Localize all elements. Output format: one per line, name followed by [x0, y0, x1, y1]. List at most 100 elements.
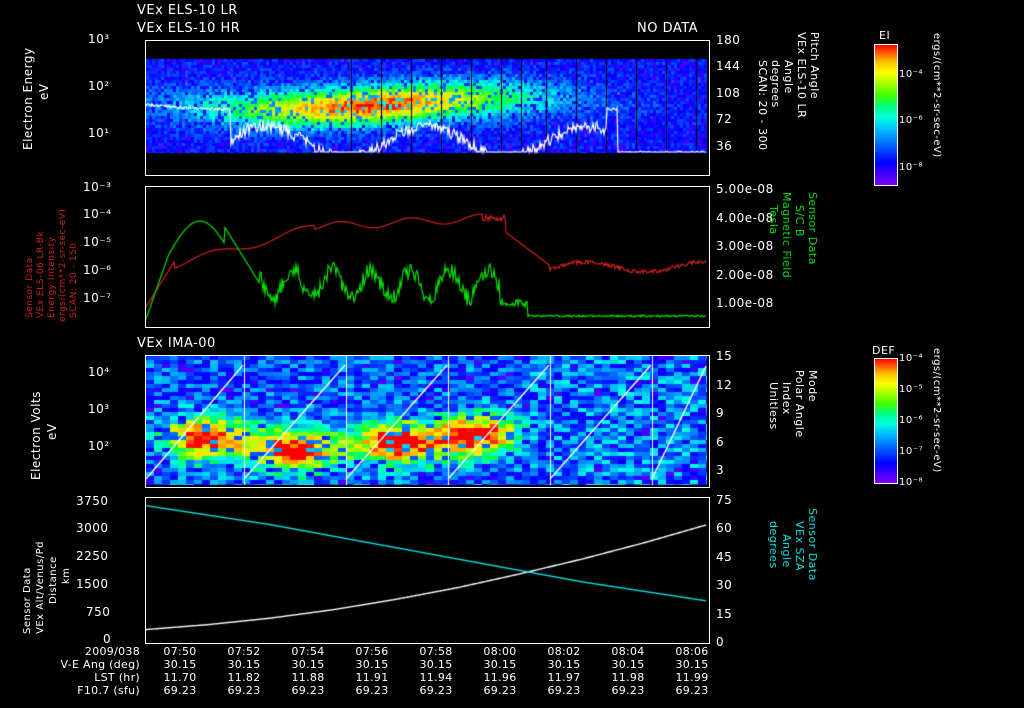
panel1-cb-tick-1: 10⁻⁶	[899, 115, 924, 126]
panel1-cb-tick-2: 10⁻⁸	[899, 162, 924, 173]
panel1-rlabel-1: VEx ELS-10 LR	[795, 32, 808, 119]
panel4-llabel-2: Distance	[48, 556, 59, 604]
panel4-rlabel-1: VEx SZA	[793, 521, 806, 572]
footer-cell: 07:56	[355, 645, 389, 658]
footer-cell: 69.23	[227, 684, 261, 697]
panel1-title-lr: VEx ELS-10 LR	[137, 3, 238, 18]
panel4-ytick-1: 3000	[76, 521, 109, 535]
panel1-rlabel-2: Angle	[782, 60, 795, 94]
footer-cell: 30.15	[355, 658, 389, 671]
panel1-rlabel-4: SCAN: 20 - 300	[756, 60, 769, 151]
panel2-rlabel-0: Sensor Data	[806, 192, 819, 265]
footer-cell: 69.23	[483, 684, 517, 697]
panel1-cb-tick-0: 10⁻⁴	[899, 69, 924, 80]
panel1-rtick-4: 36	[716, 139, 733, 153]
footer-cell: 69.23	[675, 684, 709, 697]
panel1-rtick-1: 144	[716, 59, 741, 73]
footer-row-label: V-E Ang (deg)	[60, 658, 140, 671]
panel1-ytick-1: 10²	[88, 79, 110, 93]
footer-cell: 69.23	[419, 684, 453, 697]
panel1-ylabel-line1: Electron Energy	[21, 47, 35, 150]
footer-cell: 08:02	[547, 645, 581, 658]
panel2-llabel-2: Energy Intensity	[47, 236, 57, 318]
footer-cell: 11.91	[355, 671, 389, 684]
footer-row-label: 2009/038	[84, 645, 140, 658]
panel2-plot-area[interactable]	[145, 186, 710, 328]
panel1-colorbar-unit: ergs/(cm**2-sr-sec-eV)	[931, 33, 942, 158]
panel4-rtick-2: 45	[716, 550, 733, 564]
panel4-rtick-3: 30	[716, 578, 733, 592]
panel2-rtick-3: 2.00e-08	[716, 268, 774, 282]
footer-cell: 30.15	[291, 658, 325, 671]
panel2-ytick-1: 10⁻⁴	[83, 207, 112, 221]
panel4-rtick-1: 60	[716, 521, 733, 535]
panel1-ytick-2: 10¹	[88, 126, 110, 140]
panel2-llabel-0: Sensor Data	[25, 257, 35, 318]
panel1-ylabel-line2: eV	[37, 83, 51, 100]
panel1-ytick-0: 10³	[88, 32, 110, 46]
panel3-cb-tick-3: 10⁻⁷	[899, 446, 924, 457]
panel2-rlabel-1: S/C B	[793, 205, 806, 237]
panel4-rtick-5: 0	[716, 635, 725, 649]
panel3-rlabel-2: Index	[780, 382, 793, 415]
footer-cell: 69.23	[291, 684, 325, 697]
panel3-rtick-3: 6	[716, 435, 725, 449]
panel4-plot-area[interactable]	[145, 497, 710, 644]
footer-cell: 11.70	[163, 671, 197, 684]
panel3-title: VEx IMA-00	[137, 336, 216, 351]
footer-cell: 30.15	[675, 658, 709, 671]
footer-cell: 69.23	[547, 684, 581, 697]
panel3-cb-tick-2: 10⁻⁶	[899, 415, 924, 426]
panel2-llabel-1: VEx ELS-06 LR-Bk	[36, 230, 46, 318]
panel3-colorbar-name: DEF	[872, 344, 896, 357]
panel2-ytick-2: 10⁻⁵	[83, 235, 112, 249]
panel1-rlabel-0: Pitch Angle	[808, 32, 821, 100]
footer-cell: 08:06	[675, 645, 709, 658]
panel3-rtick-0: 15	[716, 349, 733, 363]
panel2-ytick-0: 10⁻³	[83, 180, 112, 194]
panel3-plot-area[interactable]	[145, 355, 710, 488]
panel2-rlabel-3: Tesla	[767, 205, 780, 235]
panel2-llabel-3: ergs/(cm**2-sr-sec-eV)	[58, 208, 68, 322]
panel4-rtick-4: 15	[716, 607, 733, 621]
panel3-ylabel-line2: eV	[45, 423, 59, 440]
panel3-cb-tick-1: 10⁻⁵	[899, 384, 924, 395]
footer-cell: 11.99	[675, 671, 709, 684]
panel4-ytick-2: 2250	[76, 549, 109, 563]
panel3-ytick-2: 10²	[88, 439, 110, 453]
panel4-ytick-4: 750	[86, 605, 111, 619]
panel1-rtick-3: 72	[716, 112, 733, 126]
footer-cell: 30.15	[163, 658, 197, 671]
footer-cell: 69.23	[611, 684, 645, 697]
footer-cell: 11.96	[483, 671, 517, 684]
panel1-colorbar	[874, 44, 898, 186]
panel2-rtick-4: 1.00e-08	[716, 296, 774, 310]
footer-cell: 30.15	[227, 658, 261, 671]
footer-cell: 30.15	[483, 658, 517, 671]
panel4-rlabel-2: Angle	[780, 534, 793, 568]
footer-cell: 11.88	[291, 671, 325, 684]
footer-cell: 07:58	[419, 645, 453, 658]
panel2-llabel-4: SCAN: 20 - 150	[69, 242, 79, 318]
footer-cell: 11.94	[419, 671, 453, 684]
panel1-plot-area[interactable]	[145, 40, 710, 176]
footer-cell: 08:04	[611, 645, 645, 658]
panel4-llabel-3: km	[61, 567, 72, 584]
panel3-ytick-0: 10⁴	[88, 365, 110, 379]
panel3-colorbar	[874, 358, 898, 484]
panel2-rlabel-2: Magnetic Field	[780, 192, 793, 279]
footer-row-label: LST (hr)	[94, 671, 140, 684]
panel1-rtick-0: 180	[716, 33, 741, 47]
panel4-ytick-3: 1500	[76, 577, 109, 591]
panel3-cb-tick-4: 10⁻⁸	[899, 477, 924, 488]
panel3-cb-tick-0: 10⁻⁴	[899, 353, 924, 364]
panel2-ytick-4: 10⁻⁷	[83, 291, 112, 305]
panel4-ytick-5: 0	[103, 632, 112, 646]
footer-cell: 11.97	[547, 671, 581, 684]
panel2-ytick-3: 10⁻⁶	[83, 263, 112, 277]
footer-row-label: F10.7 (sfu)	[77, 684, 140, 697]
panel1-rlabel-3: degrees	[769, 60, 782, 108]
panel3-rlabel-1: Polar Angle	[793, 370, 806, 438]
panel2-rtick-1: 4.00e-08	[716, 211, 774, 225]
